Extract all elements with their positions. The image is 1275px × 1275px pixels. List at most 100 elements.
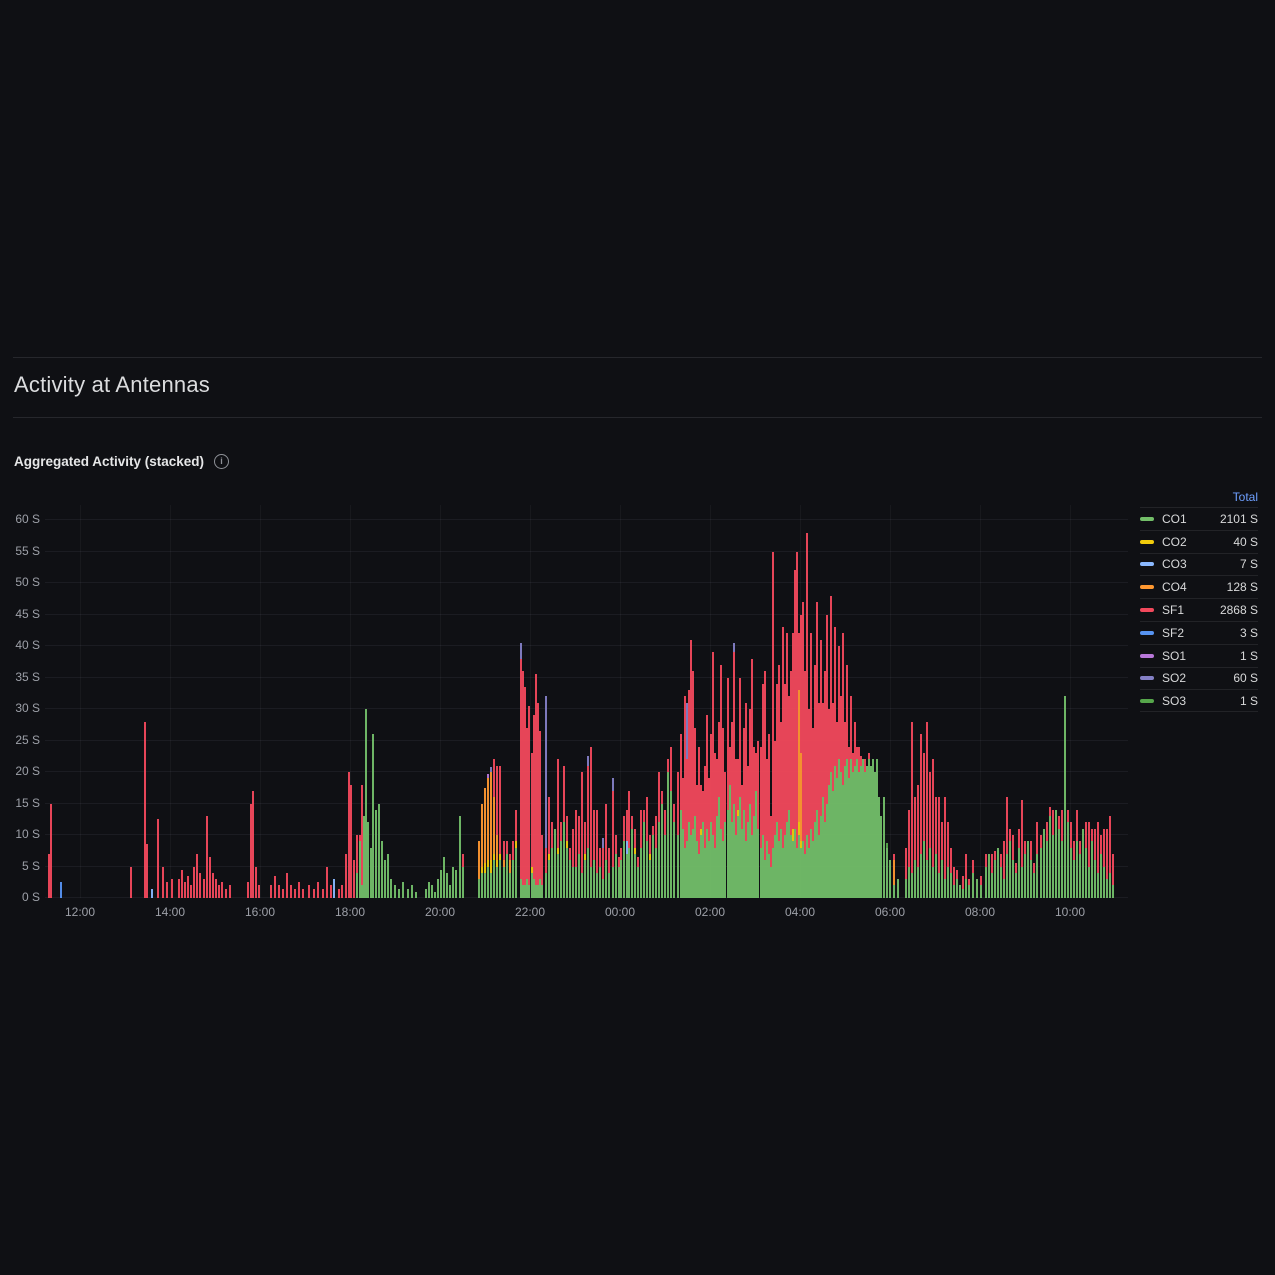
bar-segment-CO1 — [634, 853, 636, 898]
bar — [828, 709, 830, 898]
bar-segment-CO1 — [834, 765, 836, 898]
bar-segment-SF1 — [612, 790, 614, 867]
bar-segment-CO1 — [848, 778, 850, 898]
bar-segment-CO1 — [1009, 841, 1011, 898]
bar-segment-SF1 — [686, 759, 688, 842]
legend-row-SO2[interactable]: SO2 60 S — [1140, 666, 1258, 690]
bar-segment-CO1 — [509, 872, 511, 898]
bar-segment-CO3 — [626, 841, 628, 854]
bar — [926, 721, 928, 898]
legend-row-CO4[interactable]: CO4 128 S — [1140, 575, 1258, 598]
bar — [698, 746, 700, 898]
bar-segment-CO1 — [802, 841, 804, 898]
legend-series-label[interactable]: SO1 — [1162, 648, 1187, 663]
bar-segment-CO1 — [972, 872, 974, 898]
legend-row-CO2[interactable]: CO2 40 S — [1140, 529, 1258, 553]
bar — [798, 633, 800, 898]
bar — [602, 838, 604, 898]
bar-segment-SF1 — [929, 772, 931, 848]
legend-series-label[interactable]: SO2 — [1162, 671, 1187, 686]
bar — [1094, 828, 1096, 898]
bar-segment-CO1 — [1112, 885, 1114, 898]
bar — [215, 879, 217, 898]
bar-segment-SF1 — [531, 753, 533, 867]
bar-segment-CO1 — [1076, 841, 1078, 898]
bar — [387, 853, 389, 898]
bar-segment-CO1 — [792, 841, 794, 898]
bar — [704, 765, 706, 898]
bar-segment-CO1 — [832, 790, 834, 898]
legend-series-label[interactable]: SF1 — [1162, 603, 1185, 618]
bar-segment-SF1 — [298, 882, 300, 898]
bar-segment-CO1 — [637, 866, 639, 898]
bar — [575, 809, 577, 898]
legend-row-CO3[interactable]: CO3 7 S — [1140, 552, 1258, 576]
bar-segment-CO1 — [786, 822, 788, 898]
panel-title[interactable]: Aggregated Activity (stacked) — [14, 454, 205, 469]
bar-segment-CO4 — [490, 772, 492, 861]
bar-segment-CO1 — [714, 847, 716, 898]
gridline-h — [45, 802, 1128, 804]
bar-segment-SF1 — [190, 885, 192, 898]
bar-segment-CO1 — [947, 866, 949, 898]
bar-segment-CO4 — [481, 803, 483, 867]
bar — [834, 627, 836, 898]
legend-series-label[interactable]: CO3 — [1162, 557, 1187, 572]
bar — [528, 705, 530, 898]
bar-segment-SF1 — [784, 683, 786, 835]
bar-segment-SF1 — [772, 551, 774, 848]
bar — [274, 875, 276, 898]
legend-row-SF2[interactable]: SF2 3 S — [1140, 620, 1258, 644]
bar — [1061, 809, 1063, 898]
bar-segment-CO1 — [440, 869, 442, 898]
bar-segment-CO1 — [1003, 879, 1005, 898]
legend-series-label[interactable]: SF2 — [1162, 625, 1185, 640]
legend-series-label[interactable]: SO3 — [1162, 693, 1187, 708]
section-title[interactable]: Activity at Antennas — [14, 372, 210, 397]
bar — [737, 759, 739, 898]
bar-segment-CO1 — [1027, 841, 1029, 898]
bar-segment-SF1 — [832, 702, 834, 791]
legend-series-label[interactable]: CO4 — [1162, 580, 1187, 595]
bar — [854, 721, 856, 898]
legend-row-CO1[interactable]: CO1 2101 S — [1140, 507, 1258, 530]
legend-series-label[interactable]: CO1 — [1162, 511, 1187, 526]
bar-segment-SF1 — [762, 683, 764, 835]
bar — [144, 721, 146, 898]
legend-row-SO3[interactable]: SO3 1 S — [1140, 689, 1258, 713]
bar — [190, 885, 192, 898]
bar-segment-SF1 — [941, 822, 943, 861]
bar-segment-SF1 — [1103, 828, 1105, 867]
bar-segment-SF1 — [255, 866, 257, 898]
bar — [384, 860, 386, 898]
bar-segment-SF1 — [1109, 816, 1111, 873]
bar-segment-SF1 — [850, 696, 852, 760]
bar-segment-SF1 — [528, 705, 530, 886]
bar-segment-CO4 — [503, 860, 505, 867]
legend-series-label[interactable]: CO2 — [1162, 534, 1187, 549]
legend-row-SF1[interactable]: SF1 2868 S — [1140, 598, 1258, 621]
bar-segment-SF1 — [560, 822, 562, 842]
info-icon[interactable]: i — [214, 454, 230, 469]
bar-segment-SF1 — [766, 759, 768, 842]
bar — [487, 773, 489, 898]
bar — [178, 879, 180, 898]
bar-segment-SF1 — [1015, 863, 1017, 873]
bar-segment-CO1 — [478, 879, 480, 898]
bar — [792, 633, 794, 898]
bar-segment-CO1 — [1079, 853, 1081, 898]
bar-segment-SF1 — [696, 784, 698, 842]
legend-total-header[interactable]: Total — [1232, 490, 1258, 504]
legend-row-SO1[interactable]: SO1 1 S — [1140, 643, 1258, 667]
bar-segment-CO1 — [959, 885, 961, 898]
bar-segment-SF1 — [914, 797, 916, 861]
bar — [390, 879, 392, 898]
bar-segment-CO1 — [664, 835, 666, 898]
bar — [760, 746, 762, 898]
bar — [908, 809, 910, 898]
bar — [664, 809, 666, 898]
x-axis: 12:00 14:00 16:00 18:00 20:00 22:00 00:00 02:00… — [45, 905, 1128, 923]
bar — [623, 816, 625, 898]
bar — [278, 885, 280, 898]
bar-segment-SF1 — [1097, 822, 1099, 873]
